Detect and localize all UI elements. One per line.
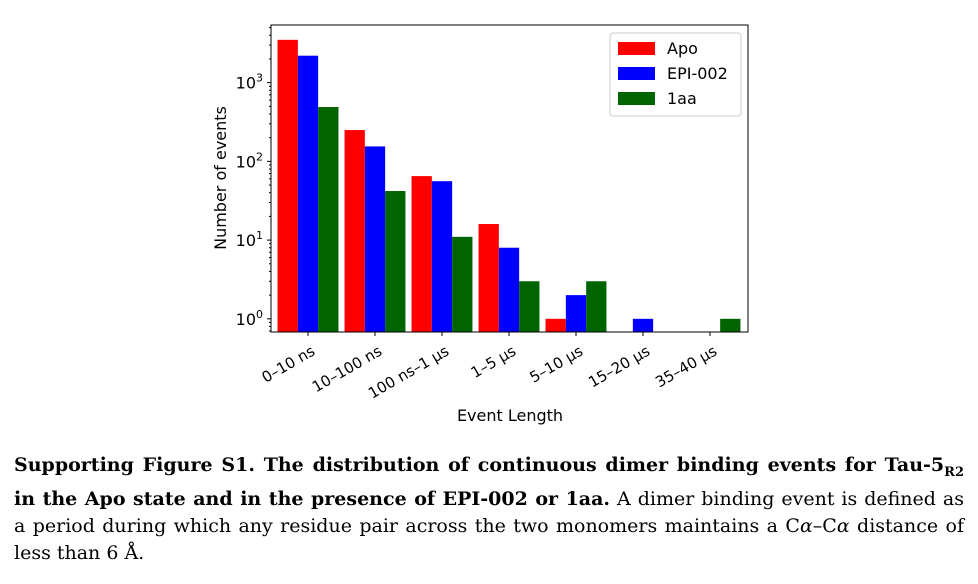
bar-1aa-4 <box>586 281 607 332</box>
y-tick-label: 100 <box>236 308 263 329</box>
caption-subscript: R2 <box>944 464 964 480</box>
caption-title-end: in the Apo state and in the presence of … <box>14 487 611 510</box>
legend-label: 1aa <box>667 89 697 108</box>
bar-apo-1 <box>344 130 365 332</box>
bar-epi-002-3 <box>498 247 520 332</box>
x-tick-label: 15–20 µs <box>585 342 653 392</box>
y-tick-label: 101 <box>236 229 263 250</box>
y-tick-label: 103 <box>236 72 263 93</box>
x-tick-label: 35–40 µs <box>652 342 720 392</box>
legend-swatch-epi-002 <box>618 67 655 80</box>
bar-apo-4 <box>545 318 566 332</box>
x-tick-label: 5–10 µs <box>527 342 587 387</box>
caption-label: Supporting Figure S1. <box>14 454 255 476</box>
bar-apo-0 <box>277 39 298 333</box>
y-tick-label: 102 <box>236 150 263 171</box>
legend-swatch-apo <box>618 42 655 55</box>
bar-epi-002-2 <box>431 181 453 332</box>
caption-body-2: –C <box>812 514 837 537</box>
bar-epi-002-5 <box>632 318 654 332</box>
x-tick-label: 1–5 µs <box>468 342 519 382</box>
legend: Apo EPI-002 1aa <box>609 32 742 117</box>
bar-1aa-1 <box>385 191 406 332</box>
bar-apo-2 <box>411 176 432 332</box>
bar-1aa-6 <box>720 318 741 332</box>
caption-title: The distribution of continuous dimer bin… <box>254 454 945 476</box>
bar-epi-002-4 <box>565 295 587 332</box>
bar-1aa-0 <box>318 107 339 332</box>
alpha-symbol: α <box>799 514 813 537</box>
caption-body: A dimer binding event is defined as a pe… <box>14 487 964 537</box>
legend-swatch-1aa <box>618 92 655 105</box>
alpha-symbol: α <box>836 514 850 537</box>
bar-epi-002-0 <box>297 55 319 332</box>
caption-body-3: distance of less than 6 Å. <box>14 514 964 564</box>
bar-epi-002-1 <box>364 146 386 332</box>
legend-label: EPI-002 <box>667 64 728 83</box>
bar-1aa-3 <box>519 281 540 332</box>
bar-1aa-2 <box>452 236 473 332</box>
bar-apo-3 <box>478 224 499 332</box>
figure-caption: Supporting Figure S1. The distribution o… <box>14 452 964 567</box>
legend-label: Apo <box>667 39 698 58</box>
x-axis-label: Event Length <box>457 406 563 425</box>
y-axis-label: Number of events <box>211 106 230 250</box>
